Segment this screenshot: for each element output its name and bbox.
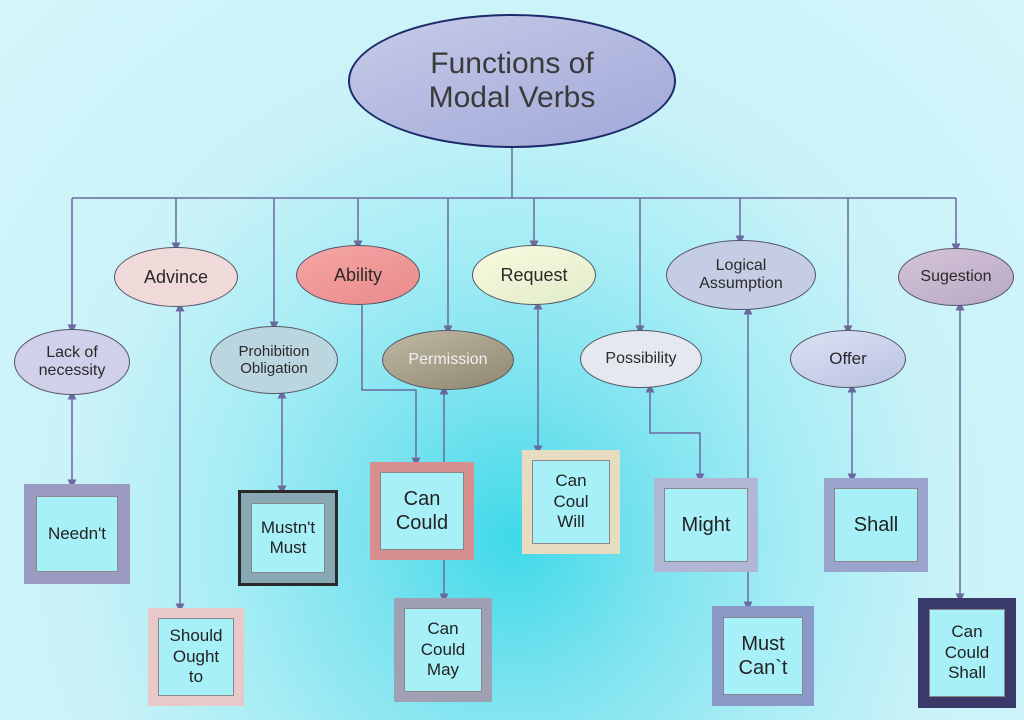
box-label-mustnt: Mustn'tMust <box>251 503 325 573</box>
box-might: Might <box>654 478 758 572</box>
category-prohib: ProhibitionObligation <box>210 326 338 394</box>
category-possibility: Possibility <box>580 330 702 388</box>
category-offer: Offer <box>790 330 906 388</box>
box-label-mustcant: MustCan`t <box>723 617 803 695</box>
box-cancouldshall: CanCouldShall <box>918 598 1016 708</box>
box-label-cancould: CanCould <box>380 472 464 550</box>
category-sugestion: Sugestion <box>898 248 1014 306</box>
box-label-should: ShouldOughtto <box>158 618 234 696</box>
box-label-shall: Shall <box>834 488 918 562</box>
box-should: ShouldOughtto <box>148 608 244 706</box>
box-shall: Shall <box>824 478 928 572</box>
category-request: Request <box>472 245 596 305</box>
box-mustcant: MustCan`t <box>712 606 814 706</box>
box-cancould: CanCould <box>370 462 474 560</box>
box-label-might: Might <box>664 488 748 562</box>
category-logical: LogicalAssumption <box>666 240 816 310</box>
box-cancoulwill: CanCoulWill <box>522 450 620 554</box>
title-ellipse: Functions ofModal Verbs <box>348 14 676 148</box>
box-cancouldmay: CanCouldMay <box>394 598 492 702</box>
box-label-neednt: Needn't <box>36 496 118 572</box>
box-neednt: Needn't <box>24 484 130 584</box>
box-label-cancouldshall: CanCouldShall <box>929 609 1005 697</box>
box-mustnt: Mustn'tMust <box>238 490 338 586</box>
category-permission: Permission <box>382 330 514 390</box>
box-label-cancoulwill: CanCoulWill <box>532 460 610 544</box>
category-lack: Lack ofnecessity <box>14 329 130 395</box>
category-ability: Ability <box>296 245 420 305</box>
category-advince: Advince <box>114 247 238 307</box>
box-label-cancouldmay: CanCouldMay <box>404 608 482 692</box>
